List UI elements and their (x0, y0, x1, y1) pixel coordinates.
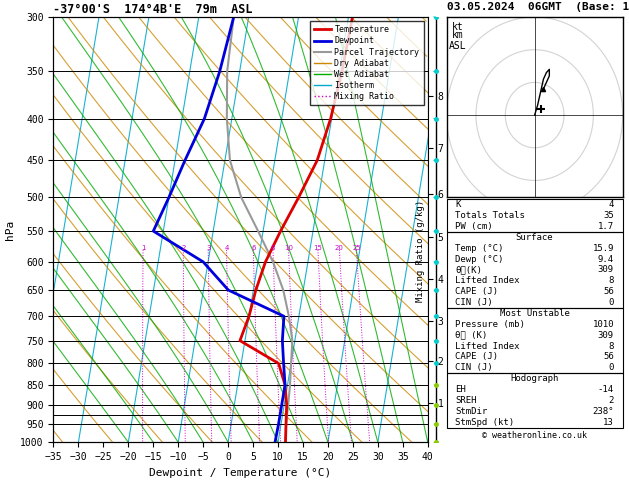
Text: 4: 4 (608, 200, 614, 209)
Text: 4: 4 (225, 245, 229, 251)
Text: StmDir: StmDir (455, 407, 487, 416)
Text: 35: 35 (603, 211, 614, 220)
Text: CAPE (J): CAPE (J) (455, 352, 498, 362)
Text: 10: 10 (284, 245, 293, 251)
Text: StmSpd (kt): StmSpd (kt) (455, 418, 515, 427)
Text: 9.4: 9.4 (598, 255, 614, 263)
Text: 25: 25 (352, 245, 361, 251)
X-axis label: Dewpoint / Temperature (°C): Dewpoint / Temperature (°C) (150, 468, 331, 478)
Text: CIN (J): CIN (J) (455, 364, 493, 372)
Text: Dewp (°C): Dewp (°C) (455, 255, 504, 263)
Text: CAPE (J): CAPE (J) (455, 287, 498, 296)
Text: CIN (J): CIN (J) (455, 298, 493, 307)
Text: -37°00'S  174°4B'E  79m  ASL: -37°00'S 174°4B'E 79m ASL (53, 3, 253, 16)
Text: 13: 13 (603, 418, 614, 427)
Text: EH: EH (455, 385, 466, 394)
Text: 8: 8 (270, 245, 276, 251)
Text: kt: kt (452, 22, 464, 33)
Text: 8: 8 (608, 277, 614, 285)
Text: K: K (455, 200, 461, 209)
Text: 03.05.2024  06GMT  (Base: 12): 03.05.2024 06GMT (Base: 12) (447, 2, 629, 12)
Text: 1: 1 (141, 245, 145, 251)
Text: Lifted Index: Lifted Index (455, 277, 520, 285)
Text: Most Unstable: Most Unstable (499, 309, 570, 318)
Text: SREH: SREH (455, 396, 477, 405)
Text: 2: 2 (181, 245, 186, 251)
Text: Temp (°C): Temp (°C) (455, 243, 504, 253)
Text: 15.9: 15.9 (593, 243, 614, 253)
Text: -14: -14 (598, 385, 614, 394)
Bar (447, 308, 623, 373)
Text: 3: 3 (206, 245, 211, 251)
Text: Pressure (mb): Pressure (mb) (455, 320, 525, 329)
Text: 56: 56 (603, 352, 614, 362)
Text: © weatheronline.co.uk: © weatheronline.co.uk (482, 431, 587, 440)
Text: Mixing Ratio (g/kg): Mixing Ratio (g/kg) (416, 200, 425, 302)
Text: PW (cm): PW (cm) (455, 222, 493, 231)
Text: θᴄ (K): θᴄ (K) (455, 331, 487, 340)
Text: 238°: 238° (593, 407, 614, 416)
Legend: Temperature, Dewpoint, Parcel Trajectory, Dry Adiabat, Wet Adiabat, Isotherm, Mi: Temperature, Dewpoint, Parcel Trajectory… (310, 21, 423, 105)
Text: 1010: 1010 (593, 320, 614, 329)
Text: Surface: Surface (516, 233, 554, 242)
Y-axis label: hPa: hPa (4, 220, 14, 240)
Text: 309: 309 (598, 265, 614, 275)
Bar (447, 373, 623, 428)
Text: 0: 0 (608, 364, 614, 372)
Text: 20: 20 (335, 245, 344, 251)
Text: θᴄ(K): θᴄ(K) (455, 265, 482, 275)
Text: 309: 309 (598, 331, 614, 340)
Text: 1.7: 1.7 (598, 222, 614, 231)
Text: Lifted Index: Lifted Index (455, 342, 520, 350)
Bar (447, 199, 623, 232)
Text: 56: 56 (603, 287, 614, 296)
Text: 8: 8 (608, 342, 614, 350)
Text: 0: 0 (608, 298, 614, 307)
Text: 15: 15 (313, 245, 322, 251)
Bar (447, 232, 623, 308)
Text: 6: 6 (251, 245, 255, 251)
Text: Totals Totals: Totals Totals (455, 211, 525, 220)
Y-axis label: km
ASL: km ASL (449, 30, 467, 52)
Text: Hodograph: Hodograph (511, 374, 559, 383)
Text: 2: 2 (608, 396, 614, 405)
